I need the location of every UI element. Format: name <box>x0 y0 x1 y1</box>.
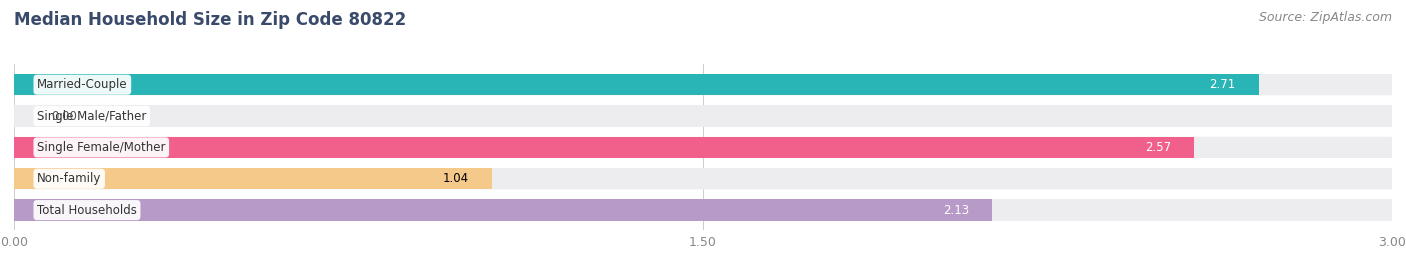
Bar <box>14 137 1195 158</box>
Text: 2.57: 2.57 <box>1146 141 1171 154</box>
Text: Single Female/Mother: Single Female/Mother <box>37 141 166 154</box>
Text: Married-Couple: Married-Couple <box>37 78 128 91</box>
Text: 2.71: 2.71 <box>1209 78 1236 91</box>
Text: Non-family: Non-family <box>37 172 101 185</box>
Text: 0.00: 0.00 <box>51 110 77 122</box>
FancyBboxPatch shape <box>14 199 1392 221</box>
Bar <box>14 199 993 221</box>
Bar <box>14 105 1392 127</box>
Text: 2.13: 2.13 <box>943 204 969 217</box>
Bar <box>14 74 1258 95</box>
Text: 1.04: 1.04 <box>443 172 468 185</box>
Text: Single Male/Father: Single Male/Father <box>37 110 146 122</box>
Bar <box>14 137 1392 158</box>
Text: Source: ZipAtlas.com: Source: ZipAtlas.com <box>1258 11 1392 24</box>
Bar <box>14 168 492 189</box>
FancyBboxPatch shape <box>14 105 1392 127</box>
Text: Median Household Size in Zip Code 80822: Median Household Size in Zip Code 80822 <box>14 11 406 29</box>
Bar <box>14 168 1392 189</box>
FancyBboxPatch shape <box>14 137 1392 158</box>
FancyBboxPatch shape <box>14 168 1392 189</box>
Bar <box>14 199 1392 221</box>
Text: Total Households: Total Households <box>37 204 136 217</box>
FancyBboxPatch shape <box>14 74 1392 95</box>
Bar <box>14 74 1392 95</box>
